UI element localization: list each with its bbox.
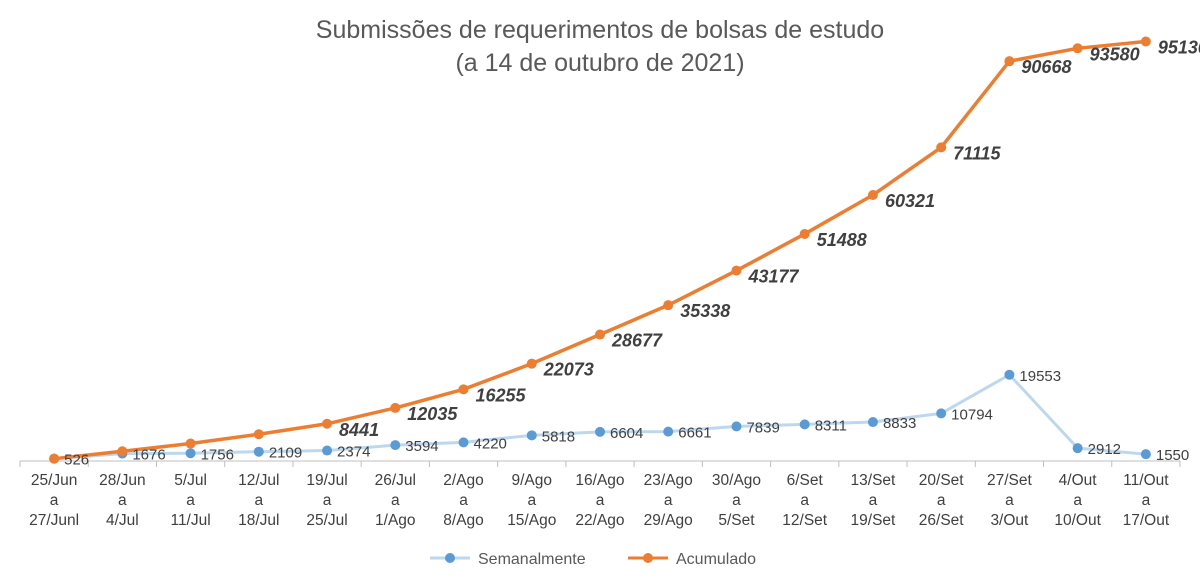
chart-subtitle: (a 14 de outubro de 2021) <box>455 49 744 77</box>
data-label-semanalmente-7: 5818 <box>542 428 575 445</box>
series-acumulado-point-12 <box>867 189 878 200</box>
series-acumulado-point-10 <box>731 265 742 276</box>
data-labels-acumulado: 8441 12035 16255 22073 28677 35338 43177 51488 6… <box>339 37 1200 439</box>
x-tick-label-14: 27/Set a 3/Out <box>987 472 1033 529</box>
x-tick-label-1: 28/Jun a 4/Jul <box>99 472 146 529</box>
series-semanalmente-point-11 <box>799 419 810 430</box>
series-acumulado-point-16 <box>1140 36 1151 47</box>
series-semanalmente-point-7 <box>526 430 537 441</box>
series-acumulado-point-1 <box>117 446 128 457</box>
x-axis-tick-labels: 25/Jun a 27/Junl 28/Jun a 4/Jul 5/Jul a 11/Jul 12… <box>29 472 1170 529</box>
series-semanalmente-point-12 <box>867 417 878 428</box>
series-acumulado-line <box>53 39 1147 461</box>
data-label-acumulado-7: 22073 <box>543 360 594 380</box>
data-labels-semanalmente: 526 1676 1756 2109 2374 3594 4220 5818 6604 6661 7… <box>64 368 1189 469</box>
series-semanalmente-point-15 <box>1072 443 1083 454</box>
data-label-semanalmente-4: 2374 <box>337 444 370 461</box>
data-label-semanalmente-11: 8311 <box>815 417 847 434</box>
legend-acumulado-marker <box>643 553 653 563</box>
x-tick-label-8: 16/Ago a 22/Ago <box>575 472 624 529</box>
x-tick-label-3: 12/Jul a 18/Jul <box>238 472 279 529</box>
data-label-acumulado-13: 71115 <box>953 143 1001 163</box>
series-semanalmente-point-6 <box>458 437 469 448</box>
data-label-acumulado-6: 16255 <box>476 385 527 405</box>
data-label-acumulado-16: 95130 <box>1158 37 1200 57</box>
data-label-semanalmente-9: 6661 <box>678 425 711 442</box>
data-label-semanalmente-3: 2109 <box>269 445 302 462</box>
data-label-acumulado-9: 35338 <box>680 301 730 321</box>
x-tick-label-10: 30/Ago a 5/Set <box>712 472 761 529</box>
x-tick-label-6: 2/Ago a 8/Ago <box>443 472 484 529</box>
x-tick-label-15: 4/Out a 10/Out <box>1054 472 1101 529</box>
series-acumulado-point-3 <box>253 429 264 440</box>
data-label-semanalmente-15: 2912 <box>1088 441 1121 458</box>
x-tick-label-2: 5/Jul a 11/Jul <box>170 472 210 529</box>
data-label-acumulado-5: 12035 <box>407 404 458 424</box>
data-label-semanalmente-1: 1676 <box>132 447 165 464</box>
series-semanalmente-point-3 <box>253 446 264 457</box>
series-semanalmente-point-8 <box>595 426 605 437</box>
series-acumulado-point-8 <box>595 329 605 340</box>
data-label-semanalmente-0: 526 <box>64 452 89 469</box>
series-semanalmente-point-9 <box>663 426 674 437</box>
chart-title: Submissões de requerimentos de bolsas de… <box>316 16 884 44</box>
series-acumulado-point-2 <box>185 438 196 449</box>
x-tick-label-0: 25/Jun a 27/Junl <box>29 472 79 529</box>
data-label-semanalmente-14: 19553 <box>1019 368 1061 385</box>
data-label-acumulado-4: 8441 <box>339 420 379 440</box>
series-acumulado-point-0 <box>49 453 60 464</box>
series-acumulado-point-15 <box>1072 43 1083 54</box>
series-semanalmente-point-10 <box>731 421 742 432</box>
x-tick-label-16: 11/Out a 17/Out <box>1123 472 1170 529</box>
x-tick-label-12: 13/Set a 19/Set <box>851 472 897 529</box>
series-semanalmente-point-14 <box>1004 369 1015 380</box>
legend-semanalmente-label: Semanalmente <box>478 551 586 568</box>
series-semanalmente-point-2 <box>185 448 196 459</box>
legend-semanalmente-marker <box>445 553 455 563</box>
data-label-semanalmente-2: 1756 <box>201 446 234 463</box>
series-semanalmente-point-16 <box>1140 449 1151 460</box>
series-acumulado-point-13 <box>936 142 947 153</box>
legend: Semanalmente Acumulado <box>430 551 756 568</box>
data-label-semanalmente-8: 6604 <box>610 425 643 442</box>
data-label-semanalmente-12: 8833 <box>883 415 916 432</box>
x-tick-label-9: 23/Ago a 29/Ago <box>644 472 693 529</box>
data-label-acumulado-14: 90668 <box>1021 57 1071 77</box>
series-semanalmente-point-5 <box>390 440 401 451</box>
x-tick-label-11: 6/Set a 12/Set <box>782 472 828 529</box>
data-label-acumulado-10: 43177 <box>747 267 799 287</box>
series-acumulado <box>49 36 1151 464</box>
data-label-acumulado-12: 60321 <box>885 191 935 211</box>
series-semanalmente <box>49 369 1151 464</box>
data-label-acumulado-11: 51488 <box>817 230 867 250</box>
series-acumulado-point-9 <box>663 300 674 311</box>
x-axis-ticks <box>19 461 1181 467</box>
x-tick-label-5: 26/Jul a 1/Ago <box>375 472 416 529</box>
data-label-semanalmente-13: 10794 <box>951 406 993 423</box>
data-label-semanalmente-5: 3594 <box>405 438 438 455</box>
x-tick-label-7: 9/Ago a 15/Ago <box>507 472 556 529</box>
series-acumulado-point-7 <box>526 358 537 369</box>
data-label-semanalmente-10: 7839 <box>746 419 779 436</box>
series-semanalmente-point-4 <box>322 445 333 456</box>
series-acumulado-point-14 <box>1004 56 1015 67</box>
series-acumulado-point-6 <box>458 384 469 395</box>
series-acumulado-point-11 <box>799 228 810 239</box>
x-tick-label-13: 20/Set a 26/Set <box>919 472 965 529</box>
legend-acumulado-label: Acumulado <box>676 551 756 568</box>
data-label-semanalmente-6: 4220 <box>474 435 507 452</box>
data-label-acumulado-15: 93580 <box>1090 44 1140 64</box>
data-label-acumulado-8: 28677 <box>611 331 663 351</box>
x-tick-label-4: 19/Jul a 25/Jul <box>306 472 347 529</box>
series-semanalmente-point-13 <box>936 408 947 419</box>
series-acumulado-point-5 <box>390 402 401 413</box>
series-acumulado-point-4 <box>322 418 333 429</box>
data-label-semanalmente-16: 1550 <box>1156 447 1189 464</box>
